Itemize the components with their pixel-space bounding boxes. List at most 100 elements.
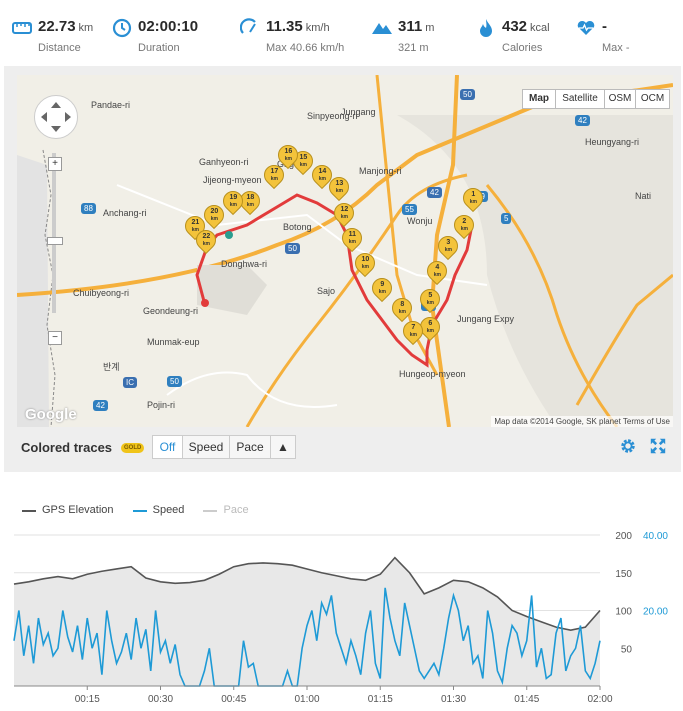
km-marker-label: 16 km [284,147,293,162]
zoom-out-button[interactable]: − [48,331,62,345]
flame-icon [480,19,492,37]
place-label: Sajo [317,286,336,296]
place-label: Geondeung-ri [143,306,199,316]
km-marker-label: 17 km [270,167,279,182]
km-marker-label: 20 km [210,207,219,222]
map-copyright[interactable]: Map data ©2014 Google, SK planet Terms o… [491,416,673,427]
km-marker-label: 19 km [229,193,238,208]
km-marker-label: 10 km [361,255,370,270]
route-shield: 50 [285,243,300,254]
km-marker-label: 4 km [433,263,441,278]
km-marker-label: 12 km [340,205,349,220]
route-shield: 50 [460,89,475,100]
colored-traces-bar: Colored traces GOLD Off Speed Pace ▲ [17,434,673,460]
route-shield: 42 [575,115,590,126]
legend-pace[interactable]: Pace [203,504,249,516]
trace-mode-off[interactable]: Off [152,435,183,459]
stat-value: 432 [502,18,528,35]
stat-unit: m [425,22,435,34]
stat-unit: kcal [530,22,550,34]
heart-rate-icon [577,20,595,35]
place-label: Nati [635,191,652,201]
stat-label: Max 40.66 km/h [266,42,345,54]
gear-icon[interactable] [619,437,637,455]
place-label: Jungang [341,107,376,117]
left-axis-tick: 150 [615,569,632,580]
x-axis-tick: 00:15 [75,694,100,705]
km-marker-label: 14 km [318,167,327,182]
pan-control[interactable] [34,95,78,139]
stat-label: Max - [602,42,630,54]
zoom-track[interactable] [52,153,56,313]
place-label: Munmak-eup [147,337,200,347]
map-type-osm[interactable]: OSM [604,89,636,109]
place-label: Pandae-ri [91,100,131,110]
route-shield: 42 [93,400,108,411]
legend-speed[interactable]: Speed [132,504,184,516]
stat-unit: km/h [305,22,330,34]
x-axis-tick: 02:00 [587,694,612,705]
place-label: 반계 [103,362,120,372]
zoom-slider-handle[interactable] [47,237,63,245]
route-shield: 50 [167,376,182,387]
chart-legend: GPS Elevation Speed Pace [22,504,265,516]
legend-elevation[interactable]: GPS Elevation [22,504,114,516]
fullscreen-icon[interactable] [649,437,667,455]
place-label: Anchang-ri [103,208,147,218]
route-shield: 55 [402,204,417,215]
stat-label: Calories [502,42,543,54]
map-type-ocm[interactable]: OCM [635,89,670,109]
right-axis-tick: 40.00 [643,531,668,542]
speed-line[interactable] [13,587,601,687]
km-marker-label: 18 km [246,193,255,208]
place-label: Botong [283,222,312,232]
trace-mode-dropdown[interactable]: ▲ [270,435,296,459]
trace-mode-pace[interactable]: Pace [229,435,271,459]
map-background [17,75,673,427]
pan-arrows-icon [41,102,71,132]
map-type-map[interactable]: Map [522,89,556,109]
km-marker-label: 22 km [202,232,211,247]
stat-unit: km [78,22,94,34]
chart-plot[interactable]: 50 100 150 200 20.00 40.00 00:15 00:30 00:45 01:0… [0,490,683,711]
elevation-speed-chart: GPS Elevation Speed Pace 50 100 150 200 20.0… [0,490,683,711]
place-label: Sinpyeong-ri [307,111,358,121]
map-canvas[interactable]: Pandae-ri Sinpyeong-ri Heungyang-ri Ganhyeo… [17,75,673,427]
km-marker-label: 2 km [460,217,468,232]
place-label: Donghwa-ri [221,259,268,269]
gold-badge: GOLD [121,443,145,453]
stat-label: 321 m [398,42,429,54]
place-label: Chuibyeong-ri [73,288,130,298]
map-type-satellite[interactable]: Satellite [555,89,605,109]
elevation-line[interactable] [13,556,601,631]
km-marker-label: 1 km [469,190,477,205]
route-shield: 5 [501,213,512,224]
km-marker-label: 3 km [444,238,452,253]
place-label: Ganhyeon-ri [199,157,249,167]
x-axis-tick: 01:45 [514,694,539,705]
place-label: Wonju [407,216,433,226]
km-marker-label: 8 km [398,300,406,315]
colored-traces-title: Colored traces [21,440,113,455]
route-shield: 88 [81,203,96,214]
place-label: Hungeop-myeon [399,369,466,379]
stat-value: 311 [398,18,423,35]
speedometer-icon [240,18,256,34]
clock-icon [112,18,132,38]
km-marker-label: 7 km [409,323,417,338]
stat-value: 02:00:10 [138,18,199,35]
x-axis-tick: 01:00 [294,694,319,705]
stat-label: Distance [38,42,81,54]
x-axis-tick: 01:15 [368,694,393,705]
trace-mode-speed[interactable]: Speed [182,435,230,459]
stat-value: 11.35 [266,18,303,35]
place-label: Jungang Expy [457,314,515,324]
km-marker-label: 13 km [335,179,344,194]
right-axis-tick: 20.00 [643,607,668,618]
stat-value: - [602,18,607,35]
x-axis-tick: 00:30 [148,694,173,705]
left-axis-tick: 200 [615,531,632,542]
km-marker-label: 9 km [378,280,386,295]
zoom-in-button[interactable]: + [48,157,62,171]
ruler-icon [12,22,32,34]
